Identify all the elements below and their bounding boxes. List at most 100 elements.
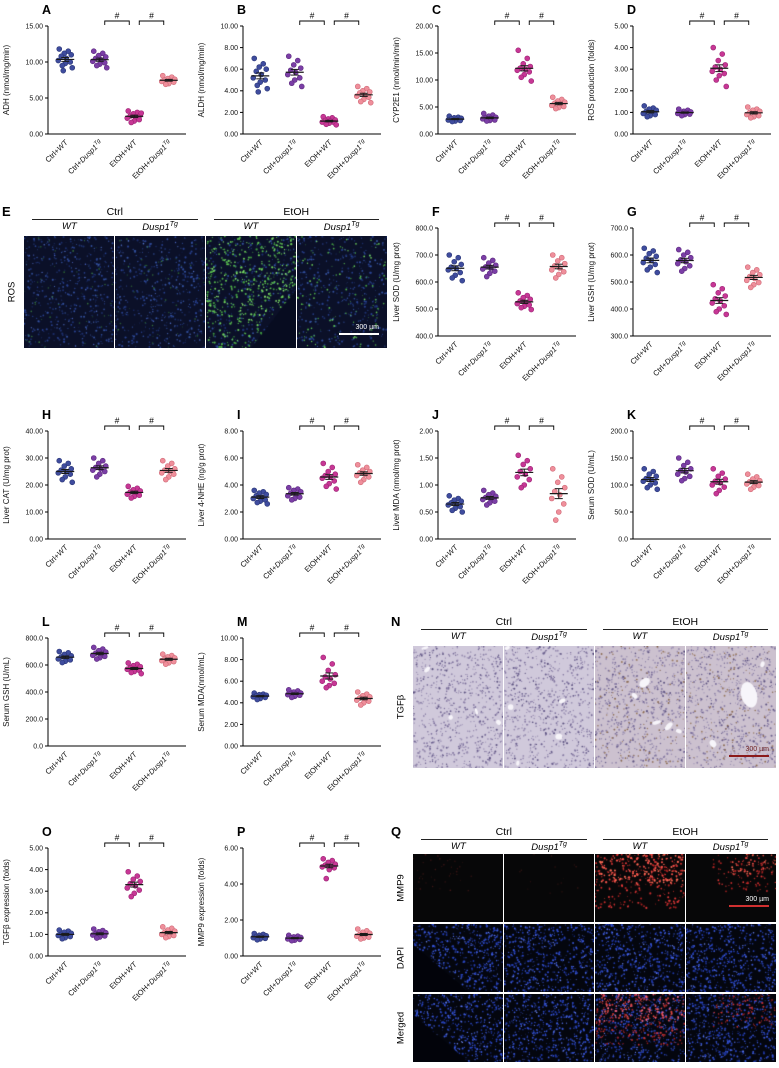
data-point — [128, 119, 135, 126]
svg-text:Ctrl+WT: Ctrl+WT — [44, 749, 71, 776]
data-point — [169, 460, 175, 467]
data-point — [358, 479, 364, 486]
data-point — [560, 268, 567, 275]
x-category-label: Ctrl+WT — [44, 959, 71, 986]
row-label-merged: Merged — [395, 1011, 407, 1045]
y-tick-label: 6.00 — [224, 845, 238, 852]
micro-tile-merged-ctrl-dusp1tg — [504, 994, 594, 1062]
group-header-etoh: EtOH — [602, 826, 768, 840]
data-point — [94, 62, 100, 69]
y-tick-label: 40.00 — [26, 428, 44, 435]
data-point — [526, 296, 533, 303]
svg-text:Ctrl+Dusp1Tg: Ctrl+Dusp1Tg — [261, 137, 300, 176]
micro-tile-dapi-ctrl-wt — [413, 924, 503, 992]
sig-symbol: # — [310, 11, 315, 21]
data-point — [687, 254, 694, 261]
y-tick-label: 2.00 — [614, 88, 628, 95]
data-point — [260, 60, 267, 67]
data-point — [645, 250, 652, 257]
x-category-label: Ctrl+WT — [238, 959, 265, 986]
data-point — [67, 59, 74, 65]
data-point — [448, 275, 455, 281]
col-label-dusp1tg: Dusp1Tg — [531, 841, 567, 854]
data-point — [721, 293, 728, 299]
data-point — [128, 495, 135, 501]
sig-bracket — [333, 20, 360, 25]
data-point — [91, 644, 97, 651]
sig-bracket — [299, 632, 325, 637]
svg-text:Ctrl+WT: Ctrl+WT — [433, 137, 460, 164]
micro-tile-ros-etoh-dusp1tg — [297, 236, 387, 348]
data-point — [457, 503, 463, 510]
data-point — [526, 476, 532, 483]
sig-bracket — [493, 222, 520, 227]
data-point — [100, 457, 106, 464]
data-point — [332, 471, 339, 477]
y-tick-label: 4.00 — [225, 482, 239, 489]
data-point — [459, 509, 465, 515]
data-point — [708, 300, 715, 306]
svg-text:Ctrl+Dusp1Tg: Ctrl+Dusp1Tg — [261, 749, 300, 788]
data-point — [686, 473, 693, 480]
sig-symbol: # — [309, 623, 314, 633]
data-point — [138, 670, 145, 677]
x-category-label: Ctrl+WT — [238, 749, 265, 776]
panel-N-tile-row — [413, 646, 776, 768]
y-axis-title: Serum SOD (U/mL) — [587, 450, 596, 520]
data-point — [354, 689, 361, 695]
micro-tile-merged-ctrl-wt — [413, 994, 503, 1062]
data-point — [286, 484, 292, 491]
sig-bracket — [299, 20, 325, 25]
data-point — [68, 51, 75, 58]
data-point — [61, 463, 68, 469]
svg-text:Ctrl+WT: Ctrl+WT — [238, 749, 265, 776]
y-tick-label: 600.0 — [26, 662, 44, 669]
y-axis-title: Serum GSH (U/mL) — [2, 657, 11, 727]
data-point — [298, 65, 304, 71]
data-point — [520, 461, 526, 468]
x-category-label: EtOH+WT — [497, 339, 529, 371]
col-label-wt: WT — [450, 631, 466, 642]
svg-text:Ctrl+Dusp1Tg: Ctrl+Dusp1Tg — [67, 137, 106, 176]
svg-text:EtOH+WT: EtOH+WT — [498, 137, 530, 169]
panel-N-letter: N — [391, 614, 401, 629]
svg-text:Ctrl+WT: Ctrl+WT — [44, 137, 71, 164]
y-tick-label: 0.00 — [30, 536, 44, 543]
x-category-label: Ctrl+WT — [239, 542, 266, 569]
y-axis-title: Liver GSH (U/mg prot) — [587, 242, 596, 322]
data-point — [458, 277, 465, 284]
data-point — [59, 62, 66, 69]
y-tick-label: 2.00 — [224, 917, 238, 924]
data-point — [367, 89, 373, 95]
y-tick-label: 1.50 — [419, 455, 433, 462]
data-point — [527, 306, 534, 313]
panel-letter: H — [42, 408, 51, 422]
data-point — [357, 702, 364, 708]
sig-bracket — [299, 425, 325, 430]
col-label-wt: WT — [632, 841, 648, 852]
x-category-label: Ctrl+WT — [44, 542, 71, 569]
chart-A: A ADH (nmol/mg/min) 0.00 5.00 10.00 15.00 # # Ct… — [2, 3, 187, 181]
data-point — [103, 54, 109, 60]
scale-bar-n: 300 µm — [729, 746, 769, 757]
data-point — [136, 116, 143, 123]
data-point — [755, 482, 762, 489]
data-point — [69, 64, 76, 71]
y-axis-title: Liver CAT (U/mg prot) — [2, 446, 11, 524]
data-point — [59, 935, 66, 942]
y-tick-label: 5.00 — [614, 23, 628, 30]
y-tick-label: 0.0 — [34, 743, 44, 750]
data-point — [675, 246, 682, 253]
panel-Q-group-headers: Ctrl EtOH — [413, 826, 776, 840]
data-point — [68, 465, 75, 472]
data-point — [128, 669, 135, 676]
y-tick-label: 4.00 — [614, 45, 628, 52]
data-point — [295, 57, 301, 64]
data-point — [713, 77, 719, 83]
x-category-label: Ctrl+Dusp1Tg — [261, 749, 300, 788]
y-tick-label: 1.00 — [30, 932, 44, 939]
data-point — [125, 483, 132, 490]
row-label-dapi: DAPI — [395, 946, 407, 970]
scale-bar-line — [339, 333, 379, 335]
data-point — [713, 490, 719, 497]
